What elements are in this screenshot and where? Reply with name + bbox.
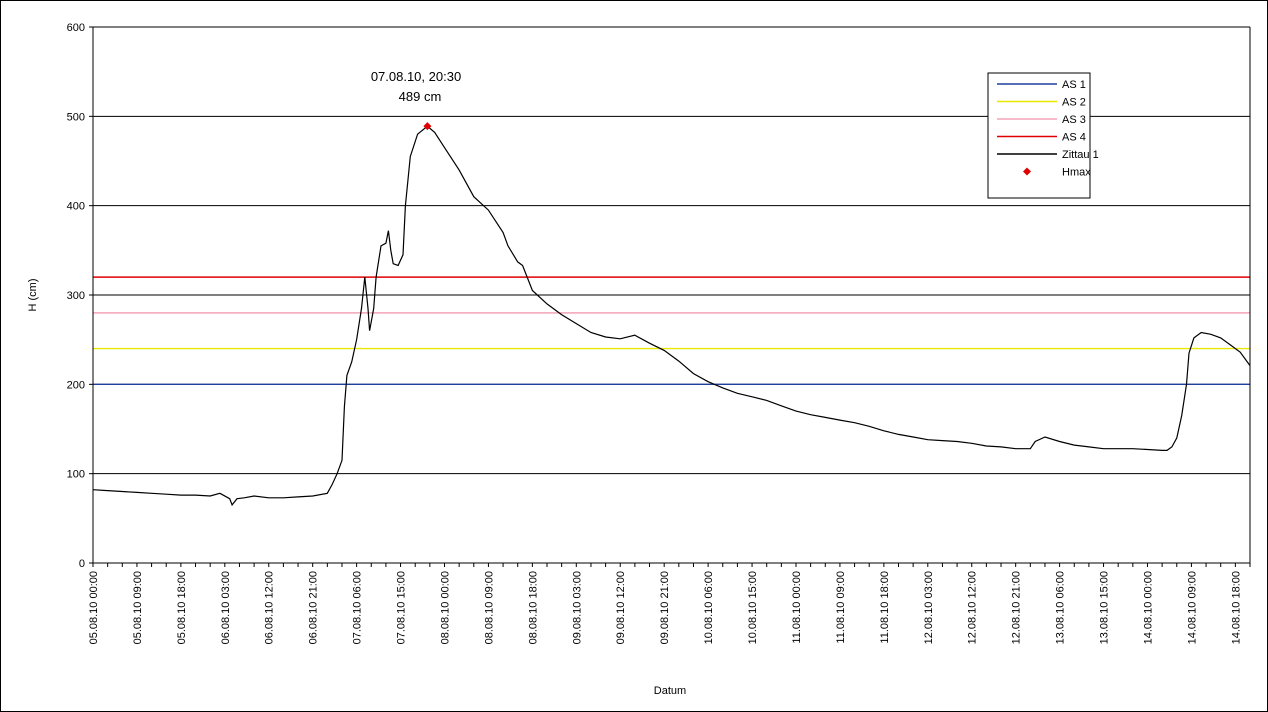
legend-label-zittau-1: Zittau 1 (1062, 149, 1099, 161)
y-tick-label: 200 (67, 379, 85, 391)
x-tick-label: 08.08.10 09:00 (483, 571, 495, 644)
series-lines (92, 125, 1251, 507)
x-tick-label: 07.08.10 15:00 (396, 571, 408, 644)
legend-label-as-1: AS 1 (1062, 79, 1086, 91)
x-tick-label: 14.08.10 09:00 (1186, 571, 1198, 644)
x-tick-label: 14.08.10 00:00 (1143, 571, 1155, 644)
x-tick-label: 05.08.10 09:00 (132, 571, 144, 644)
x-tick-label: 08.08.10 18:00 (527, 571, 539, 644)
y-axis-title: H (cm) (27, 279, 39, 312)
y-tick-label: 300 (67, 290, 85, 302)
x-tick-label: 10.08.10 15:00 (747, 571, 759, 644)
x-tick-label: 12.08.10 03:00 (923, 571, 935, 644)
x-tick-label: 05.08.10 00:00 (88, 571, 100, 644)
y-tick-label: 100 (67, 469, 85, 481)
x-tick-label: 06.08.10 12:00 (264, 571, 276, 644)
x-tick-label: 13.08.10 06:00 (1055, 571, 1067, 644)
x-tick-label: 09.08.10 12:00 (615, 571, 627, 644)
x-tick-label: 07.08.10 06:00 (352, 571, 364, 644)
x-tick-label: 06.08.10 21:00 (308, 571, 320, 644)
legend: AS 1 AS 2 AS 3 AS 4 Zittau 1 Hmax (987, 72, 1099, 199)
legend-label-hmax: Hmax (1062, 167, 1091, 179)
x-axis-title: Datum (654, 685, 686, 697)
legend-swatch-hmax (1023, 167, 1031, 176)
x-tick-label: 12.08.10 21:00 (1011, 571, 1023, 644)
y-tick-label: 600 (67, 22, 85, 34)
legend-label-as-4: AS 4 (1062, 132, 1086, 144)
x-tick-label: 11.08.10 00:00 (791, 571, 803, 644)
hmax-marker-group (423, 122, 432, 131)
hmax-annotation-line1: 07.08.10, 20:30 (371, 69, 461, 84)
x-tick-label: 09.08.10 03:00 (571, 571, 583, 644)
x-tick-label: 11.08.10 18:00 (879, 571, 891, 644)
x-tick-label: 11.08.10 09:00 (835, 571, 847, 644)
x-tick-label: 13.08.10 15:00 (1099, 571, 1111, 644)
y-tick-labels: 0 100 200 300 400 500 600 (67, 22, 93, 570)
y-tick-label: 500 (67, 111, 85, 123)
hmax-marker (423, 122, 432, 131)
hmax-annotation-line2: 489 cm (399, 89, 442, 104)
x-tick-label: 14.08.10 18:00 (1230, 571, 1242, 644)
x-tick-label: 08.08.10 00:00 (440, 571, 452, 644)
y-tick-label: 400 (67, 201, 85, 213)
x-tick-label: 05.08.10 18:00 (176, 571, 188, 644)
x-tick-label: 10.08.10 06:00 (703, 571, 715, 644)
x-tick-label: 06.08.10 03:00 (220, 571, 232, 644)
y-tick-label: 0 (79, 558, 85, 570)
legend-box (987, 72, 1091, 199)
legend-label-as-3: AS 3 (1062, 114, 1086, 126)
legend-label-as-2: AS 2 (1062, 97, 1086, 109)
x-tick-label: 09.08.10 21:00 (659, 571, 671, 644)
series-line-zittau-1 (92, 125, 1251, 507)
threshold-lines (93, 276, 1250, 386)
x-tick-labels: 05.08.10 00:00 05.08.10 09:00 05.08.10 18:… (88, 571, 1242, 644)
x-tick-label: 12.08.10 12:00 (967, 571, 979, 644)
